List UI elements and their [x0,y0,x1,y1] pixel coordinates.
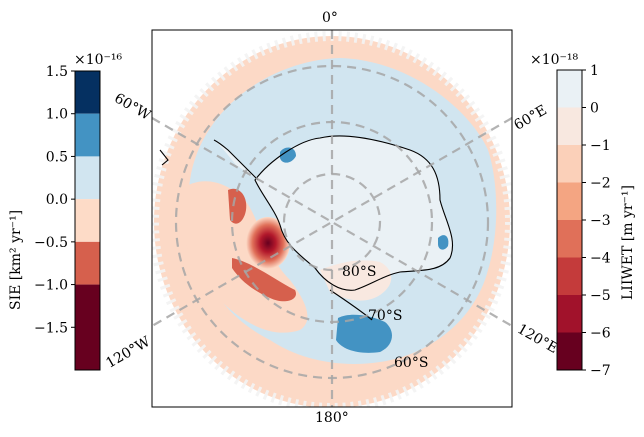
left-colorbar-segment [75,71,100,114]
left-colorbar-tick-label: −0.5 [34,235,68,251]
left-colorbar-tick-label: 0.5 [46,149,68,165]
right-colorbar-segment [557,145,582,183]
map-panel: 80°S 70°S 60°S 0° 180° 60°W 60°E 120°W 1… [103,10,560,426]
right-colorbar-tick-label: 1 [590,63,599,79]
left-colorbar-segment [75,113,100,157]
meridian-60e-120w [152,117,512,327]
label-80s: 80°S [342,264,376,280]
coastline [254,135,454,291]
left-colorbar-tick-label: −1.5 [34,320,68,336]
right-colorbar-tick-label: −2 [590,176,611,192]
left-colorbar: 1.5 1.0 0.5 0.0 −0.5 −1.0 −1.5 ×10⁻¹⁶ SIE [km²… [8,52,123,371]
label-70s: 70°S [368,308,402,324]
right-colorbar-tick-label: −7 [590,363,611,379]
right-colorbar-tick-label: 0 [590,101,599,117]
right-colorbar-segment [557,295,582,333]
right-colorbar-segment [557,257,582,295]
antarctica-land [255,135,453,291]
left-colorbar-tick-label: −1.0 [34,278,68,294]
label-60s: 60°S [394,355,428,371]
right-colorbar-segment [557,70,582,108]
right-colorbar: 1 0 −1 −2 −3 −4 −5 −6 −7 ×10⁻¹⁸ LIIWET [m yr⁻¹] [530,52,636,379]
label-180: 180° [315,410,349,426]
left-colorbar-exponent: ×10⁻¹⁶ [74,52,123,68]
right-colorbar-segment [557,182,582,220]
right-colorbar-tick-label: −3 [590,213,611,229]
blue-patch-ross [336,314,392,353]
right-colorbar-segment [557,220,582,258]
meridian-60w-120e [152,117,512,327]
left-colorbar-tick-label: 1.0 [46,107,68,123]
label-60e: 60°E [511,102,549,133]
blue-patch-north [280,147,296,163]
right-colorbar-exponent: ×10⁻¹⁸ [530,52,579,68]
label-120w: 120°W [103,333,153,371]
right-colorbar-segment [557,107,582,145]
blue-patch-east [438,235,449,250]
left-colorbar-segment [75,241,100,285]
red-patch-south [232,258,296,302]
right-colorbar-segment [557,332,582,370]
left-colorbar-segment [75,284,100,370]
map-frame [151,29,513,408]
left-colorbar-tick-label: 1.5 [46,64,68,80]
label-60w: 60°W [111,90,153,124]
right-colorbar-tick-label: −4 [590,251,611,267]
label-0: 0° [322,10,338,26]
hotspot [246,217,290,269]
ross-anomaly [320,260,392,301]
left-colorbar-label: SIE [km² yr⁻¹] [8,210,24,310]
left-colorbar-tick-label: 0.0 [46,192,68,208]
right-colorbar-label: LIIWET [m yr⁻¹] [620,185,636,300]
right-colorbar-tick-label: −5 [590,288,611,304]
left-colorbar-segment [75,156,100,200]
right-colorbar-tick-label: −1 [590,138,611,154]
right-colorbar-tick-label: −6 [590,326,611,342]
left-colorbar-segment [75,199,100,242]
label-120e: 120°E [514,321,560,357]
